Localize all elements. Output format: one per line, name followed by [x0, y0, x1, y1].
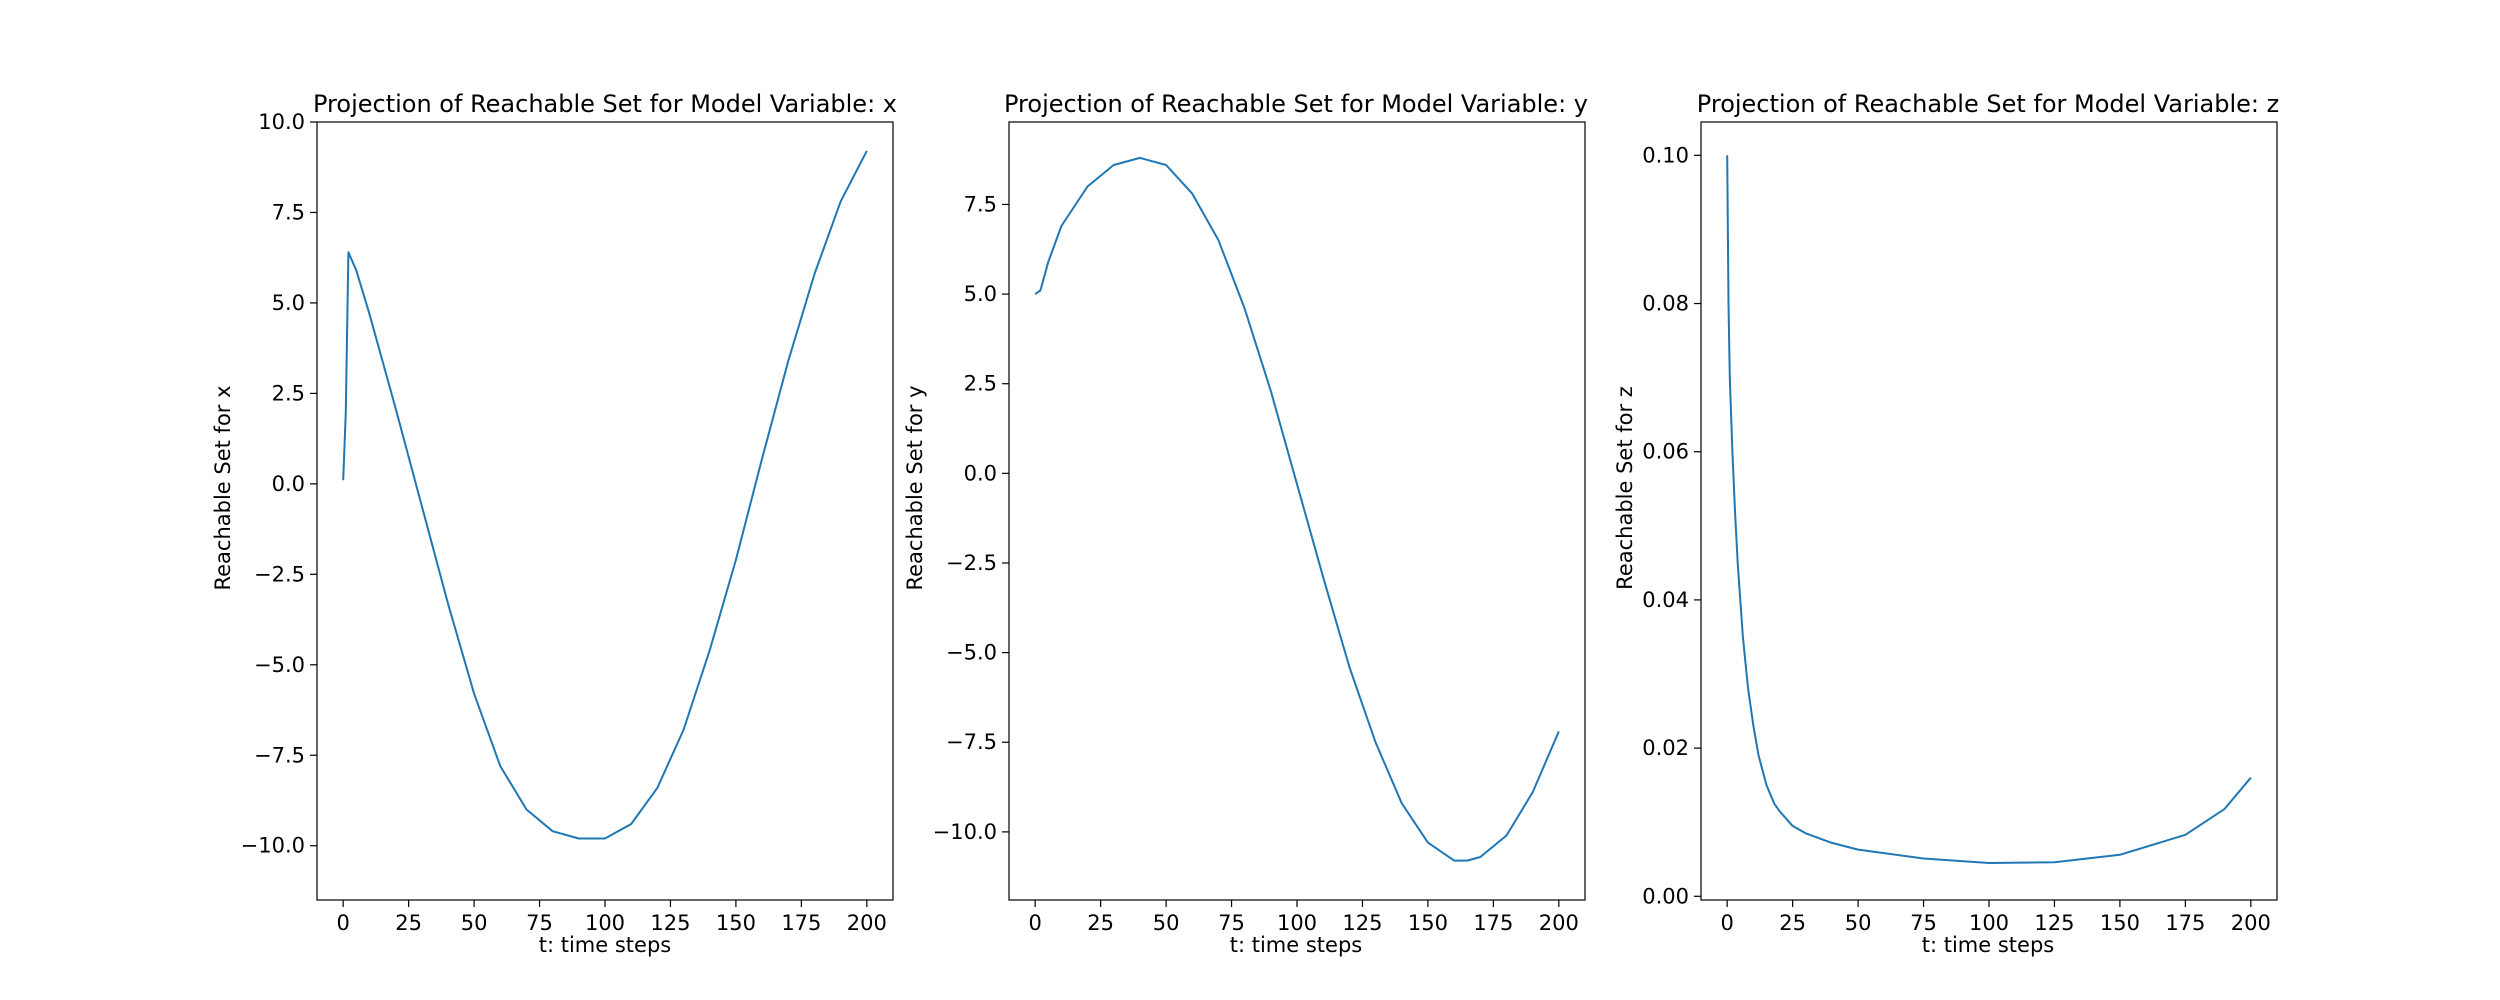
y-tick-label: 2.5	[964, 372, 997, 396]
y-axis-label: Reachable Set for z	[1613, 386, 1637, 590]
x-tick-label: 150	[716, 911, 756, 935]
plot-frame	[316, 121, 894, 901]
y-tick-label: 0.06	[1642, 440, 1689, 464]
y-tick-label: 0.10	[1642, 143, 1689, 167]
y-tick-label: 7.5	[964, 192, 997, 216]
y-tick-label: −7.5	[946, 730, 997, 754]
x-tick-label: 100	[585, 911, 625, 935]
chart-title: Projection of Reachable Set for Model Va…	[313, 90, 897, 118]
x-tick-label: 0	[1028, 911, 1041, 935]
y-tick-label: 2.5	[272, 381, 305, 405]
tick-group: 0 25 50 75 100 125 150 175 200 −10.0 −7.5 −5.0 −2.5 0…	[933, 192, 1579, 935]
x-tick-label: 25	[1087, 911, 1114, 935]
y-tick-label: −5.0	[254, 653, 305, 677]
y-tick-label: 5.0	[964, 282, 997, 306]
series-line	[1034, 156, 1560, 862]
y-tick-label: 0.02	[1642, 736, 1689, 760]
tick-group: 0 25 50 75 100 125 150 175 200 0.00 0.02 0.04 0.06 0.…	[1642, 143, 2271, 935]
x-tick-label: 175	[781, 911, 821, 935]
x-tick-label: 150	[1408, 911, 1448, 935]
chart-panel-x: Projection of Reachable Set for Model Va…	[211, 90, 897, 957]
x-axis-label: t: time steps	[1922, 933, 2054, 957]
y-tick-label: −2.5	[946, 551, 997, 575]
x-tick-label: 125	[2034, 911, 2074, 935]
x-tick-label: 50	[461, 911, 488, 935]
x-tick-label: 125	[1342, 911, 1382, 935]
x-tick-label: 200	[1539, 911, 1579, 935]
x-tick-label: 200	[847, 911, 887, 935]
y-tick-label: 7.5	[272, 200, 305, 224]
x-axis-label: t: time steps	[539, 933, 671, 957]
x-tick-label: 100	[1969, 911, 2009, 935]
y-tick-label: 0.08	[1642, 292, 1689, 316]
x-tick-label: 150	[2100, 911, 2140, 935]
x-tick-label: 200	[2231, 911, 2271, 935]
y-tick-label: 0.0	[964, 461, 997, 485]
x-tick-label: 175	[1473, 911, 1513, 935]
x-tick-label: 100	[1277, 911, 1317, 935]
y-tick-label: 0.0	[272, 472, 305, 496]
x-tick-label: 0	[336, 911, 349, 935]
x-tick-label: 75	[526, 911, 553, 935]
x-tick-label: 175	[2165, 911, 2205, 935]
x-tick-label: 75	[1218, 911, 1245, 935]
chart-title: Projection of Reachable Set for Model Va…	[1004, 90, 1588, 118]
y-tick-label: −2.5	[254, 562, 305, 586]
chart-panel-y: Projection of Reachable Set for Model Va…	[903, 90, 1588, 957]
y-tick-label: −10.0	[241, 834, 305, 858]
y-tick-label: 0.00	[1642, 884, 1689, 908]
x-tick-label: 0	[1720, 911, 1733, 935]
y-tick-label: 0.04	[1642, 588, 1689, 612]
x-tick-label: 25	[395, 911, 422, 935]
x-tick-label: 50	[1153, 911, 1180, 935]
y-tick-label: −5.0	[946, 641, 997, 665]
y-axis-label: Reachable Set for x	[211, 385, 235, 590]
chart-panel-z: Projection of Reachable Set for Model Va…	[1613, 90, 2279, 957]
x-tick-label: 125	[650, 911, 690, 935]
y-tick-label: −7.5	[254, 743, 305, 767]
y-tick-label: −10.0	[933, 820, 997, 844]
plot-frame	[1008, 121, 1586, 901]
series-line	[1726, 155, 2252, 864]
series-line	[342, 150, 868, 840]
y-axis-label: Reachable Set for y	[903, 385, 927, 590]
x-tick-label: 25	[1779, 911, 1806, 935]
chart-title: Projection of Reachable Set for Model Va…	[1697, 90, 2279, 118]
x-tick-label: 50	[1845, 911, 1872, 935]
plot-frame	[1700, 121, 2278, 901]
y-tick-label: 5.0	[272, 291, 305, 315]
y-tick-label: 10.0	[258, 110, 305, 134]
x-tick-label: 75	[1910, 911, 1937, 935]
x-axis-label: t: time steps	[1230, 933, 1362, 957]
tick-group: 0 25 50 75 100 125 150 175 200 −10.0 −7.5 −5.0 −2.5 0…	[241, 110, 887, 935]
